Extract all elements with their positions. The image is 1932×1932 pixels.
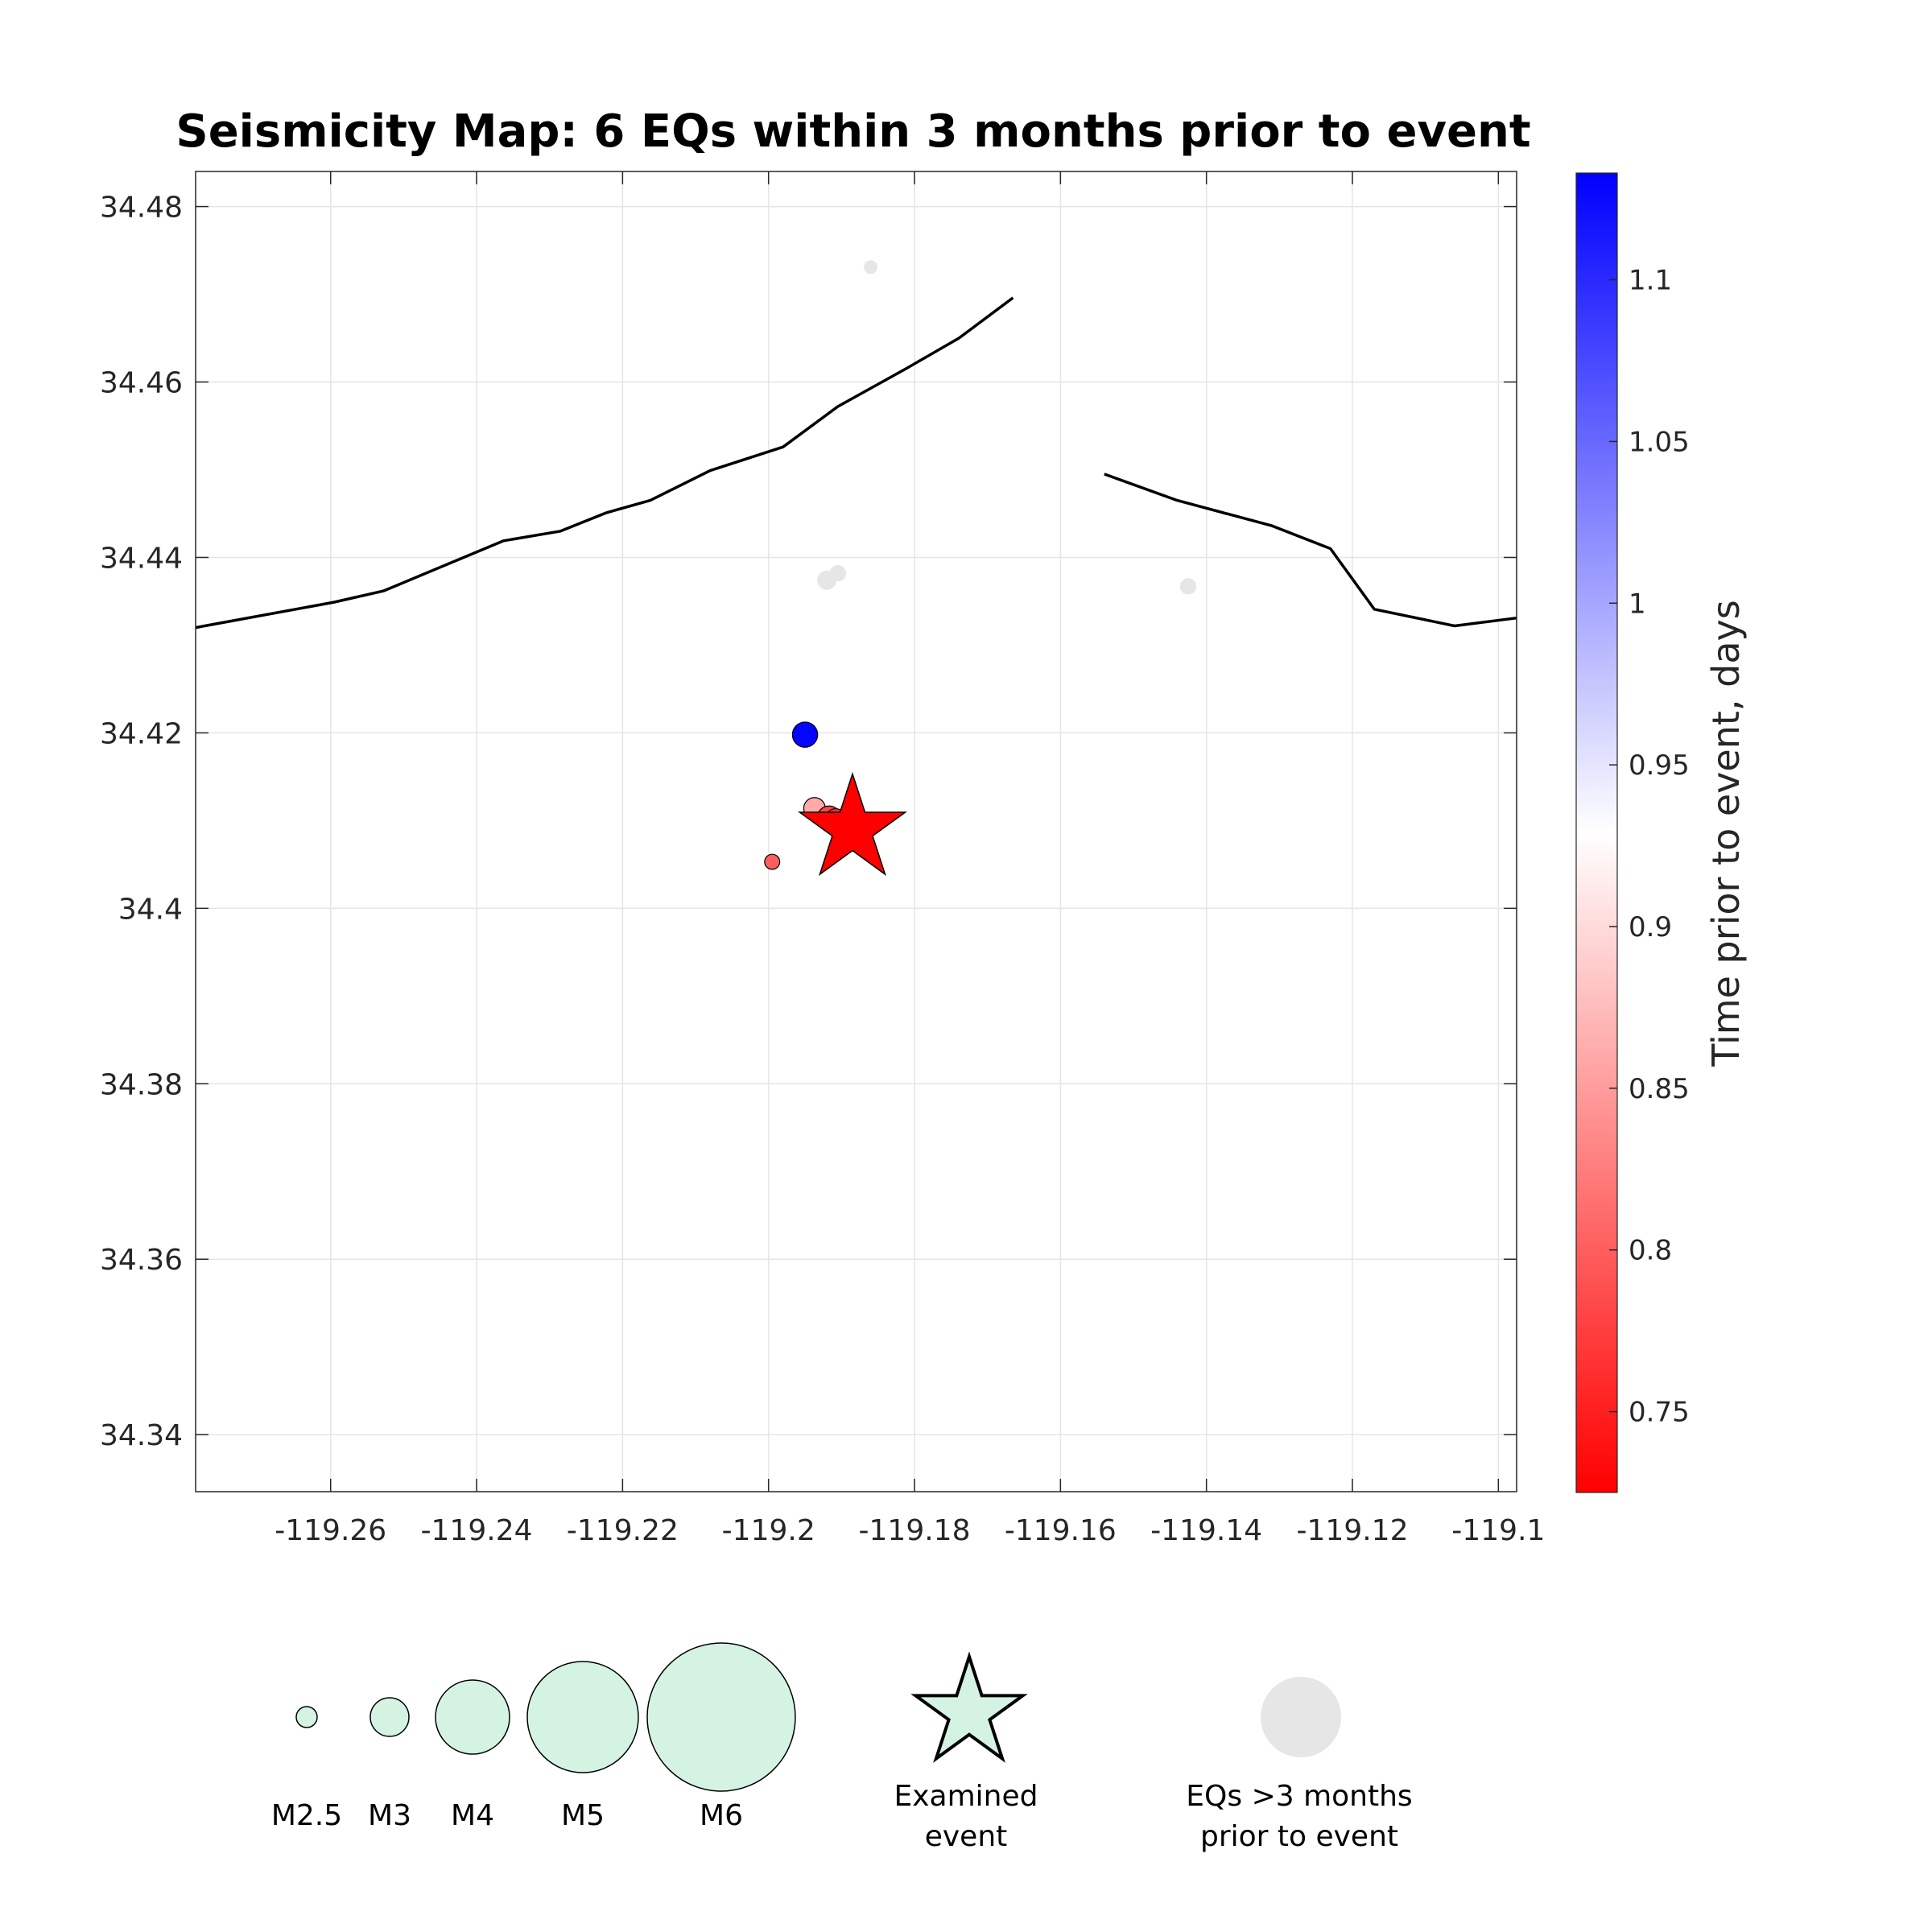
older-earthquake-point	[1179, 578, 1197, 595]
grid-lines	[196, 171, 1517, 1492]
legend-examined-label: Examined	[894, 1780, 1038, 1813]
y-tick-label: 34.34	[100, 1419, 183, 1452]
y-tick-label: 34.42	[100, 717, 183, 750]
axes: -119.26 -119.24 -119.22 -119.2 -119.18 -119.1…	[100, 171, 1545, 1547]
y-tick-label: 34.38	[100, 1068, 183, 1101]
colorbar-tick-label: 0.9	[1629, 911, 1672, 943]
earthquake-point	[791, 721, 819, 748]
legend-magnitude-label: M6	[700, 1799, 743, 1832]
colorbar-tick-label: 0.85	[1629, 1073, 1690, 1105]
colorbar-tick-label: 1.1	[1629, 265, 1672, 297]
x-tick-label: -119.14	[1150, 1514, 1262, 1547]
legend-magnitude-label: M5	[561, 1799, 605, 1832]
legend-magnitude-label: M3	[368, 1799, 411, 1832]
plot-border	[195, 171, 1517, 1492]
x-tick-label: -119.2	[722, 1514, 815, 1547]
legend-magnitude-circle	[295, 1706, 318, 1728]
legend-magnitude-circle	[646, 1642, 796, 1792]
y-tick-label: 34.48	[100, 192, 183, 225]
y-tick-label: 34.46	[100, 367, 183, 400]
colorbar-tick-label: 1	[1629, 588, 1646, 620]
older-earthquake-point	[864, 260, 878, 275]
fault-line	[1104, 473, 1517, 628]
legend-examined-star	[910, 1651, 1028, 1763]
fault-line	[195, 296, 1014, 630]
x-tick-label: -119.12	[1297, 1514, 1409, 1547]
colorbar-label: Time prior to event, days	[1704, 600, 1748, 1067]
x-tick-label: -119.26	[275, 1514, 386, 1547]
legend-prior-label: EQs >3 months	[1186, 1780, 1412, 1813]
legend-examined-label: event	[925, 1820, 1008, 1853]
earthquake-markers	[764, 260, 1197, 877]
y-tick-label: 34.4	[118, 893, 183, 926]
legend-prior-label: prior to event	[1200, 1820, 1398, 1853]
older-earthquake-point	[829, 564, 846, 582]
colorbar-tick-label: 0.75	[1629, 1397, 1690, 1429]
legend-magnitude-label: M2.5	[271, 1799, 342, 1832]
x-tick-label: -119.22	[567, 1514, 679, 1547]
y-tick-label: 34.36	[100, 1244, 183, 1277]
colorbar-bar	[1575, 172, 1618, 1493]
legend-magnitude-circle	[526, 1661, 639, 1773]
legend-magnitude-label: M4	[451, 1799, 494, 1832]
colorbar-tick-label: 0.95	[1629, 749, 1690, 782]
colorbar-tick-label: 0.8	[1629, 1235, 1672, 1267]
x-tick-label: -119.16	[1005, 1514, 1117, 1547]
colorbar: 0.75 0.8 0.85 0.9 0.95 1 1.05 1.1 Time prior to …	[1575, 172, 1748, 1493]
fault-lines	[195, 296, 1517, 630]
x-tick-label: -119.1	[1451, 1514, 1545, 1547]
y-tick-label: 34.44	[100, 542, 183, 575]
x-tick-label: -119.24	[421, 1514, 533, 1547]
colorbar-tick-label: 1.05	[1629, 426, 1690, 458]
x-tick-label: -119.18	[859, 1514, 971, 1547]
legend-prior-circle	[1261, 1677, 1341, 1757]
legend-magnitude-circle	[435, 1679, 510, 1755]
legend-magnitude-circle	[369, 1697, 410, 1737]
earthquake-point	[764, 853, 781, 870]
examined-event-star	[797, 771, 907, 877]
chart-title: Seismicity Map: 6 EQs within 3 months pr…	[175, 105, 1530, 158]
legend: M2.5 M3 M4 M5 M6 Examined event EQs >3 months pr…	[271, 1642, 1413, 1853]
